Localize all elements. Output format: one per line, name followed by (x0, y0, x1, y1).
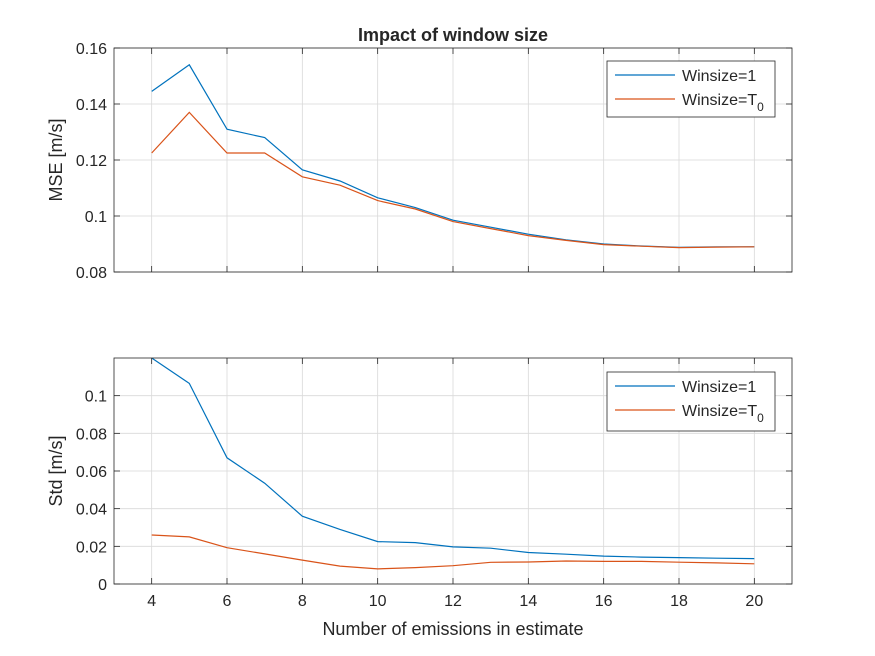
chart-title: Impact of window size (358, 25, 548, 45)
legend-box (606, 371, 776, 432)
y-tick-label: 0.04 (76, 502, 107, 519)
legend-label-1: Winsize=1 (682, 379, 756, 396)
y-tick-label: 0.08 (76, 426, 107, 443)
y-axis-label: MSE [m/s] (46, 118, 66, 201)
series-line-1 (151, 358, 755, 560)
x-tick-label: 6 (223, 593, 232, 610)
y-axis-label: Std [m/s] (46, 435, 66, 506)
series-line-2 (151, 111, 755, 249)
x-tick-label: 12 (444, 593, 462, 610)
x-tick-label: 8 (298, 593, 307, 610)
x-tick-label: 14 (519, 593, 537, 610)
y-tick-label: 0.1 (85, 209, 107, 226)
y-tick-label: 0.14 (76, 97, 107, 114)
x-tick-label: 20 (745, 593, 763, 610)
y-tick-label: 0.12 (76, 153, 107, 170)
legend-label-2: Winsize=T0 (682, 92, 764, 114)
y-tick-label: 0.1 (85, 389, 107, 406)
mse-plot: 0.08 0.1 0.12 0.14 0.16 Impact of window size… (46, 25, 793, 282)
x-axis-label: Number of emissions in estimate (322, 619, 583, 639)
x-tick-label: 4 (147, 593, 156, 610)
y-tick-label: 0.02 (76, 539, 107, 556)
std-plot: 4 6 8 10 12 14 16 18 20 0 0.02 0.04 0.06 0.08 0.1 Numbe… (46, 357, 793, 639)
x-tick-label: 16 (595, 593, 613, 610)
y-tick-label: 0.08 (76, 265, 107, 282)
y-tick-label: 0.06 (76, 464, 107, 481)
legend-box (606, 60, 776, 118)
legend-label-2: Winsize=T0 (682, 403, 764, 425)
x-tick-label: 10 (369, 593, 387, 610)
x-tick-label: 18 (670, 593, 688, 610)
series-line-2 (151, 534, 755, 570)
legend-label-1: Winsize=1 (682, 68, 756, 85)
y-tick-label: 0 (98, 577, 107, 594)
y-tick-label: 0.16 (76, 41, 107, 58)
